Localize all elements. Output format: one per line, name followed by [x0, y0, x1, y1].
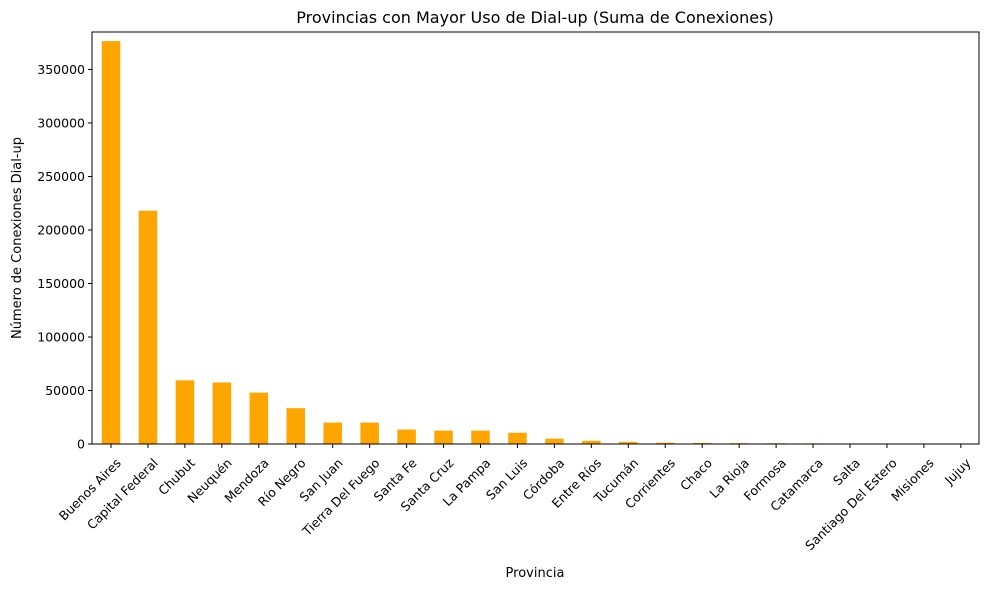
chart-title: Provincias con Mayor Uso de Dial-up (Sum…: [296, 8, 773, 27]
bar-16: [692, 442, 712, 444]
x-tick-label: Jujuy: [941, 455, 974, 488]
x-tick-label: Buenos Aires: [56, 455, 124, 523]
bar-0: [101, 41, 121, 444]
y-axis-title: Número de Conexiones Dial-up: [10, 137, 25, 339]
y-tick-label: 250000: [37, 169, 85, 184]
bar-11: [508, 432, 527, 444]
bars-group: [101, 41, 971, 444]
bar-2: [175, 380, 195, 444]
bar-15: [656, 442, 675, 444]
bar-3: [212, 382, 232, 444]
bar-10: [471, 430, 490, 444]
bar-1: [138, 210, 158, 444]
x-tick-label: Salta: [830, 455, 863, 488]
bar-6: [323, 422, 342, 444]
y-tick-label: 50000: [45, 383, 85, 398]
bar-5: [286, 408, 305, 444]
plot-frame: [91, 31, 980, 445]
bar-9: [434, 430, 453, 444]
x-axis-title: Provincia: [506, 566, 565, 581]
bar-4: [249, 392, 269, 444]
bar-13: [582, 440, 601, 444]
y-tick-label: 0: [77, 437, 85, 452]
y-tick-label: 150000: [37, 276, 85, 291]
y-tick-label: 300000: [37, 115, 85, 130]
bar-7: [360, 422, 379, 444]
y-tick-label: 200000: [37, 222, 85, 237]
bar-14: [619, 441, 638, 444]
y-tick-label: 100000: [37, 329, 85, 344]
bar-12: [545, 438, 564, 444]
y-tick-label: 350000: [37, 62, 85, 77]
bar-8: [397, 429, 416, 444]
y-axis-ticks: 0 50000 100000 150000 200000 250000 300000 3500…: [37, 62, 92, 452]
